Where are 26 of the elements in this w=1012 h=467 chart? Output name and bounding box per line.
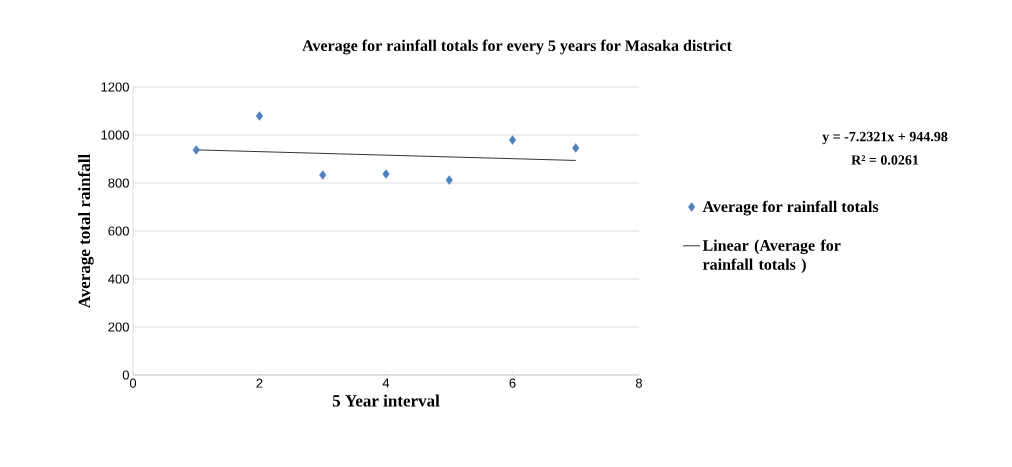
y-tick-label: 1200 — [101, 82, 129, 92]
legend-label: Linear (Average for rainfall totals ) — [702, 239, 841, 274]
point — [255, 111, 264, 121]
legend-label: Average for rainfall totals — [702, 200, 879, 216]
y-tick-label: 600 — [108, 226, 129, 236]
y-tick-label: 800 — [108, 178, 129, 188]
point — [445, 175, 453, 185]
x-axis-title: 5 Year interval — [332, 394, 440, 407]
x-tick-label: 2 — [256, 378, 263, 388]
x-tick-label: 0 — [129, 378, 137, 388]
text: y = -7.2321x + 944.98 — [822, 131, 948, 145]
y-tick-label: 200 — [108, 322, 129, 332]
x-tick-label: 4 — [382, 378, 390, 388]
point — [572, 143, 580, 153]
y-tick-label: 400 — [108, 274, 129, 284]
y-axis-title: Average total rainfall — [77, 154, 94, 309]
x-tick-label: 8 — [635, 378, 643, 388]
text: R² = 0.0261 — [851, 155, 919, 165]
y-tick-label: 1000 — [101, 130, 129, 140]
x-tick-label: 6 — [509, 378, 516, 388]
point — [192, 145, 200, 155]
y-tick-label: 0 — [122, 370, 129, 380]
point — [319, 170, 327, 180]
chart-title: Average for rainfall totals for every 5 years for Masaka district — [302, 39, 732, 55]
point — [508, 135, 517, 145]
point — [382, 169, 390, 179]
